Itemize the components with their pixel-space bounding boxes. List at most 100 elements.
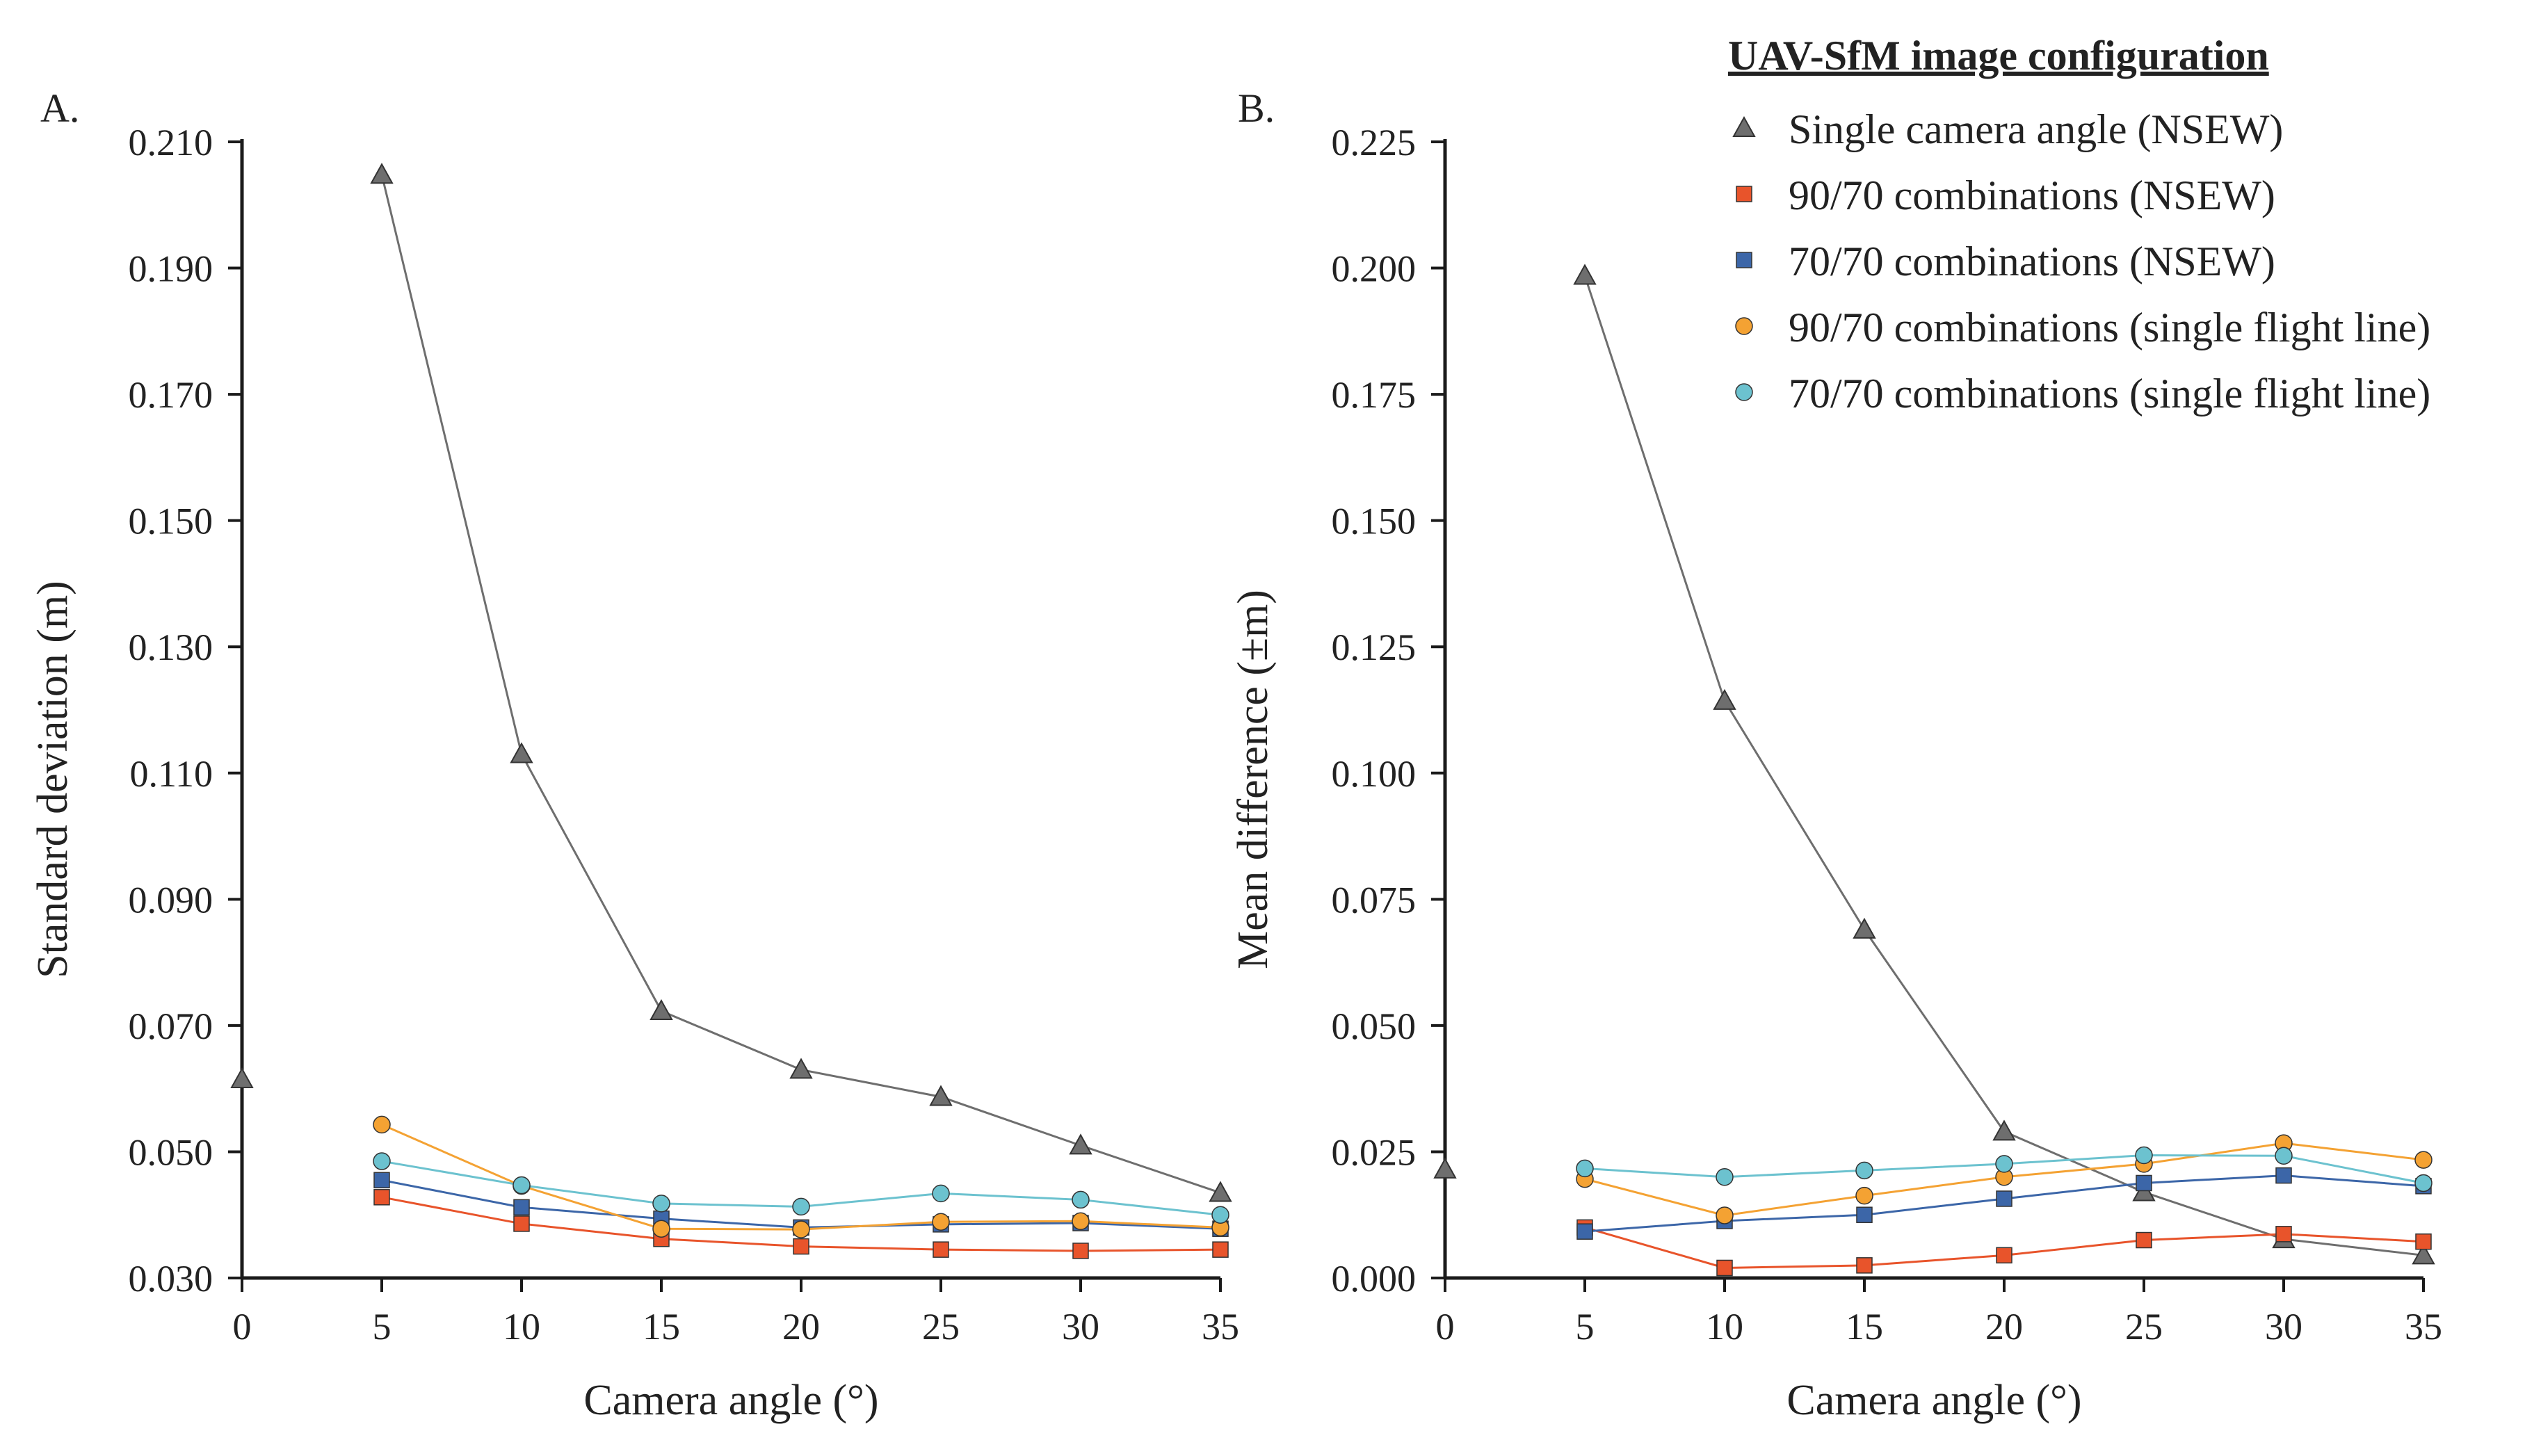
y-tick-label-b: 0.150: [1332, 501, 1417, 542]
data-point-a-single: [789, 1058, 813, 1079]
y-tick-label-b: 0.125: [1332, 626, 1417, 668]
data-point-a-sfl_90_70: [932, 1213, 950, 1231]
series-line-a-single: [380, 174, 1221, 1194]
data-point-a-single: [1209, 1181, 1232, 1202]
data-point-a-nsew_90_70: [1212, 1241, 1229, 1258]
data-point-b-single: [2412, 1243, 2435, 1265]
x-tick-label-a: 25: [922, 1306, 960, 1348]
y-axis-title-b: Mean difference (±m): [1229, 590, 1277, 969]
y-tick-label-a: 0.170: [129, 374, 213, 416]
y-tick-label-b: 0.200: [1332, 248, 1417, 290]
x-tick-label-a: 5: [373, 1306, 392, 1348]
panel-a-standard-deviation-chart: A. 0.030 0.050 0.070 0.090 0.110 0.130 0.150 0.1…: [29, 86, 1239, 1424]
data-point-b-nsew_90_70: [2275, 1226, 2292, 1243]
legend-label-sfl_90_70: 90/70 combinations (single flight line): [1789, 305, 2430, 350]
data-point-a-nsew_70_70: [513, 1199, 530, 1216]
data-point-a-sfl_70_70: [513, 1176, 531, 1195]
data-point-a-single: [650, 998, 673, 1021]
y-tick-label-a: 0.070: [129, 1005, 213, 1047]
legend-label-nsew_70_70: 70/70 combinations (NSEW): [1789, 238, 2275, 284]
x-tick-label-a: 10: [503, 1306, 540, 1348]
data-point-a-sfl_70_70: [652, 1195, 670, 1213]
x-tick-label-a: 20: [782, 1306, 820, 1348]
data-point-b-sfl_90_70: [1855, 1186, 1873, 1205]
legend-marker-single: [1732, 115, 1756, 137]
data-point-b-nsew_90_70: [1716, 1259, 1733, 1277]
x-axis-title-a: Camera angle (°): [583, 1377, 878, 1424]
panel-label-b: B.: [1238, 86, 1275, 131]
x-tick-label-b: 20: [1985, 1306, 2023, 1348]
data-point-b-sfl_70_70: [1716, 1168, 1734, 1186]
data-point-b-single: [1853, 917, 1876, 939]
data-point-b-nsew_90_70: [2136, 1231, 2152, 1249]
data-point-b-nsew_70_70: [1856, 1206, 1873, 1223]
data-point-b-sfl_70_70: [2414, 1174, 2433, 1192]
x-tick-label-b: 15: [1846, 1306, 1883, 1348]
y-tick-label-b: 0.075: [1332, 879, 1417, 921]
data-point-b-sfl_70_70: [2135, 1146, 2153, 1165]
legend-items: Single camera angle (NSEW) 90/70 combinat…: [1732, 106, 2430, 416]
y-tick-label-a: 0.090: [129, 879, 213, 921]
data-point-a-sfl_70_70: [373, 1152, 391, 1170]
data-point-a-sfl_70_70: [792, 1197, 810, 1216]
x-tick-label-b: 5: [1576, 1306, 1595, 1348]
data-point-b-single: [1992, 1119, 2016, 1141]
data-point-a-sfl_70_70: [1072, 1190, 1090, 1209]
y-tick-label-a: 0.150: [129, 501, 213, 542]
data-point-b-sfl_90_70: [2414, 1151, 2433, 1169]
data-point-a-nsew_90_70: [373, 1189, 390, 1206]
panel-b-mean-difference-chart: B. 0.000 0.025 0.050 0.075 0.100 0.125 0.150 0.1…: [1229, 86, 2442, 1424]
y-tick-label-b: 0.100: [1332, 753, 1417, 795]
legend-title: UAV-SfM image configuration: [1728, 33, 2269, 79]
y-tick-label-b: 0.175: [1332, 374, 1417, 416]
data-point-a-sfl_90_70: [1072, 1212, 1090, 1231]
y-tick-label-b: 0.225: [1332, 122, 1417, 163]
x-tick-label-a: 30: [1062, 1306, 1099, 1348]
y-tick-label-a: 0.110: [130, 753, 213, 795]
data-point-b-single: [1713, 688, 1736, 710]
y-tick-label-a: 0.030: [129, 1258, 213, 1300]
data-point-a-single: [230, 1067, 254, 1089]
data-point-b-nsew_90_70: [1856, 1257, 1873, 1274]
legend-label-single: Single camera angle (NSEW): [1789, 106, 2283, 152]
data-point-a-nsew_70_70: [373, 1172, 390, 1189]
data-point-a-single: [510, 742, 533, 763]
data-point-a-sfl_90_70: [373, 1115, 391, 1134]
data-point-a-sfl_70_70: [932, 1184, 950, 1203]
legend-marker-sfl_70_70: [1735, 383, 1753, 401]
data-point-b-sfl_90_70: [1716, 1206, 1734, 1224]
legend-label-nsew_90_70: 90/70 combinations (NSEW): [1789, 172, 2275, 218]
data-point-a-single: [929, 1085, 953, 1106]
data-point-b-nsew_70_70: [1576, 1223, 1593, 1240]
data-point-a-sfl_90_70: [792, 1220, 810, 1238]
x-tick-label-b: 0: [1436, 1306, 1455, 1348]
data-point-a-nsew_90_70: [513, 1215, 530, 1232]
data-point-a-single: [370, 163, 394, 184]
x-tick-label-b: 25: [2125, 1306, 2163, 1348]
y-tick-label-a: 0.130: [129, 626, 213, 668]
data-point-a-nsew_90_70: [1072, 1243, 1089, 1259]
y-tick-label-b: 0.025: [1332, 1131, 1417, 1173]
legend-marker-nsew_90_70: [1736, 186, 1752, 202]
data-point-b-single: [1573, 264, 1597, 285]
y-tick-label-a: 0.050: [129, 1131, 213, 1173]
legend-marker-nsew_70_70: [1736, 252, 1752, 268]
x-tick-label-b: 10: [1706, 1306, 1743, 1348]
y-axis-title-a: Standard deviation (m): [29, 581, 76, 978]
data-point-b-nsew_70_70: [1996, 1190, 2012, 1207]
x-tick-label-b: 30: [2265, 1306, 2302, 1348]
x-tick-label-a: 35: [1202, 1306, 1239, 1348]
x-axis-title-b: Camera angle (°): [1786, 1377, 2081, 1424]
data-point-b-nsew_70_70: [2275, 1167, 2292, 1184]
legend-marker-sfl_90_70: [1735, 317, 1753, 335]
data-point-b-sfl_70_70: [1576, 1159, 1594, 1178]
data-point-b-sfl_70_70: [2275, 1147, 2293, 1165]
data-point-b-nsew_90_70: [2415, 1233, 2432, 1250]
x-tick-label-a: 0: [233, 1306, 252, 1348]
data-point-b-single: [1433, 1157, 1457, 1179]
x-tick-label-b: 35: [2405, 1306, 2442, 1348]
series-line-b-single: [1583, 275, 2424, 1256]
y-tick-label-b: 0.000: [1332, 1258, 1417, 1300]
y-tick-label-b: 0.050: [1332, 1005, 1417, 1047]
